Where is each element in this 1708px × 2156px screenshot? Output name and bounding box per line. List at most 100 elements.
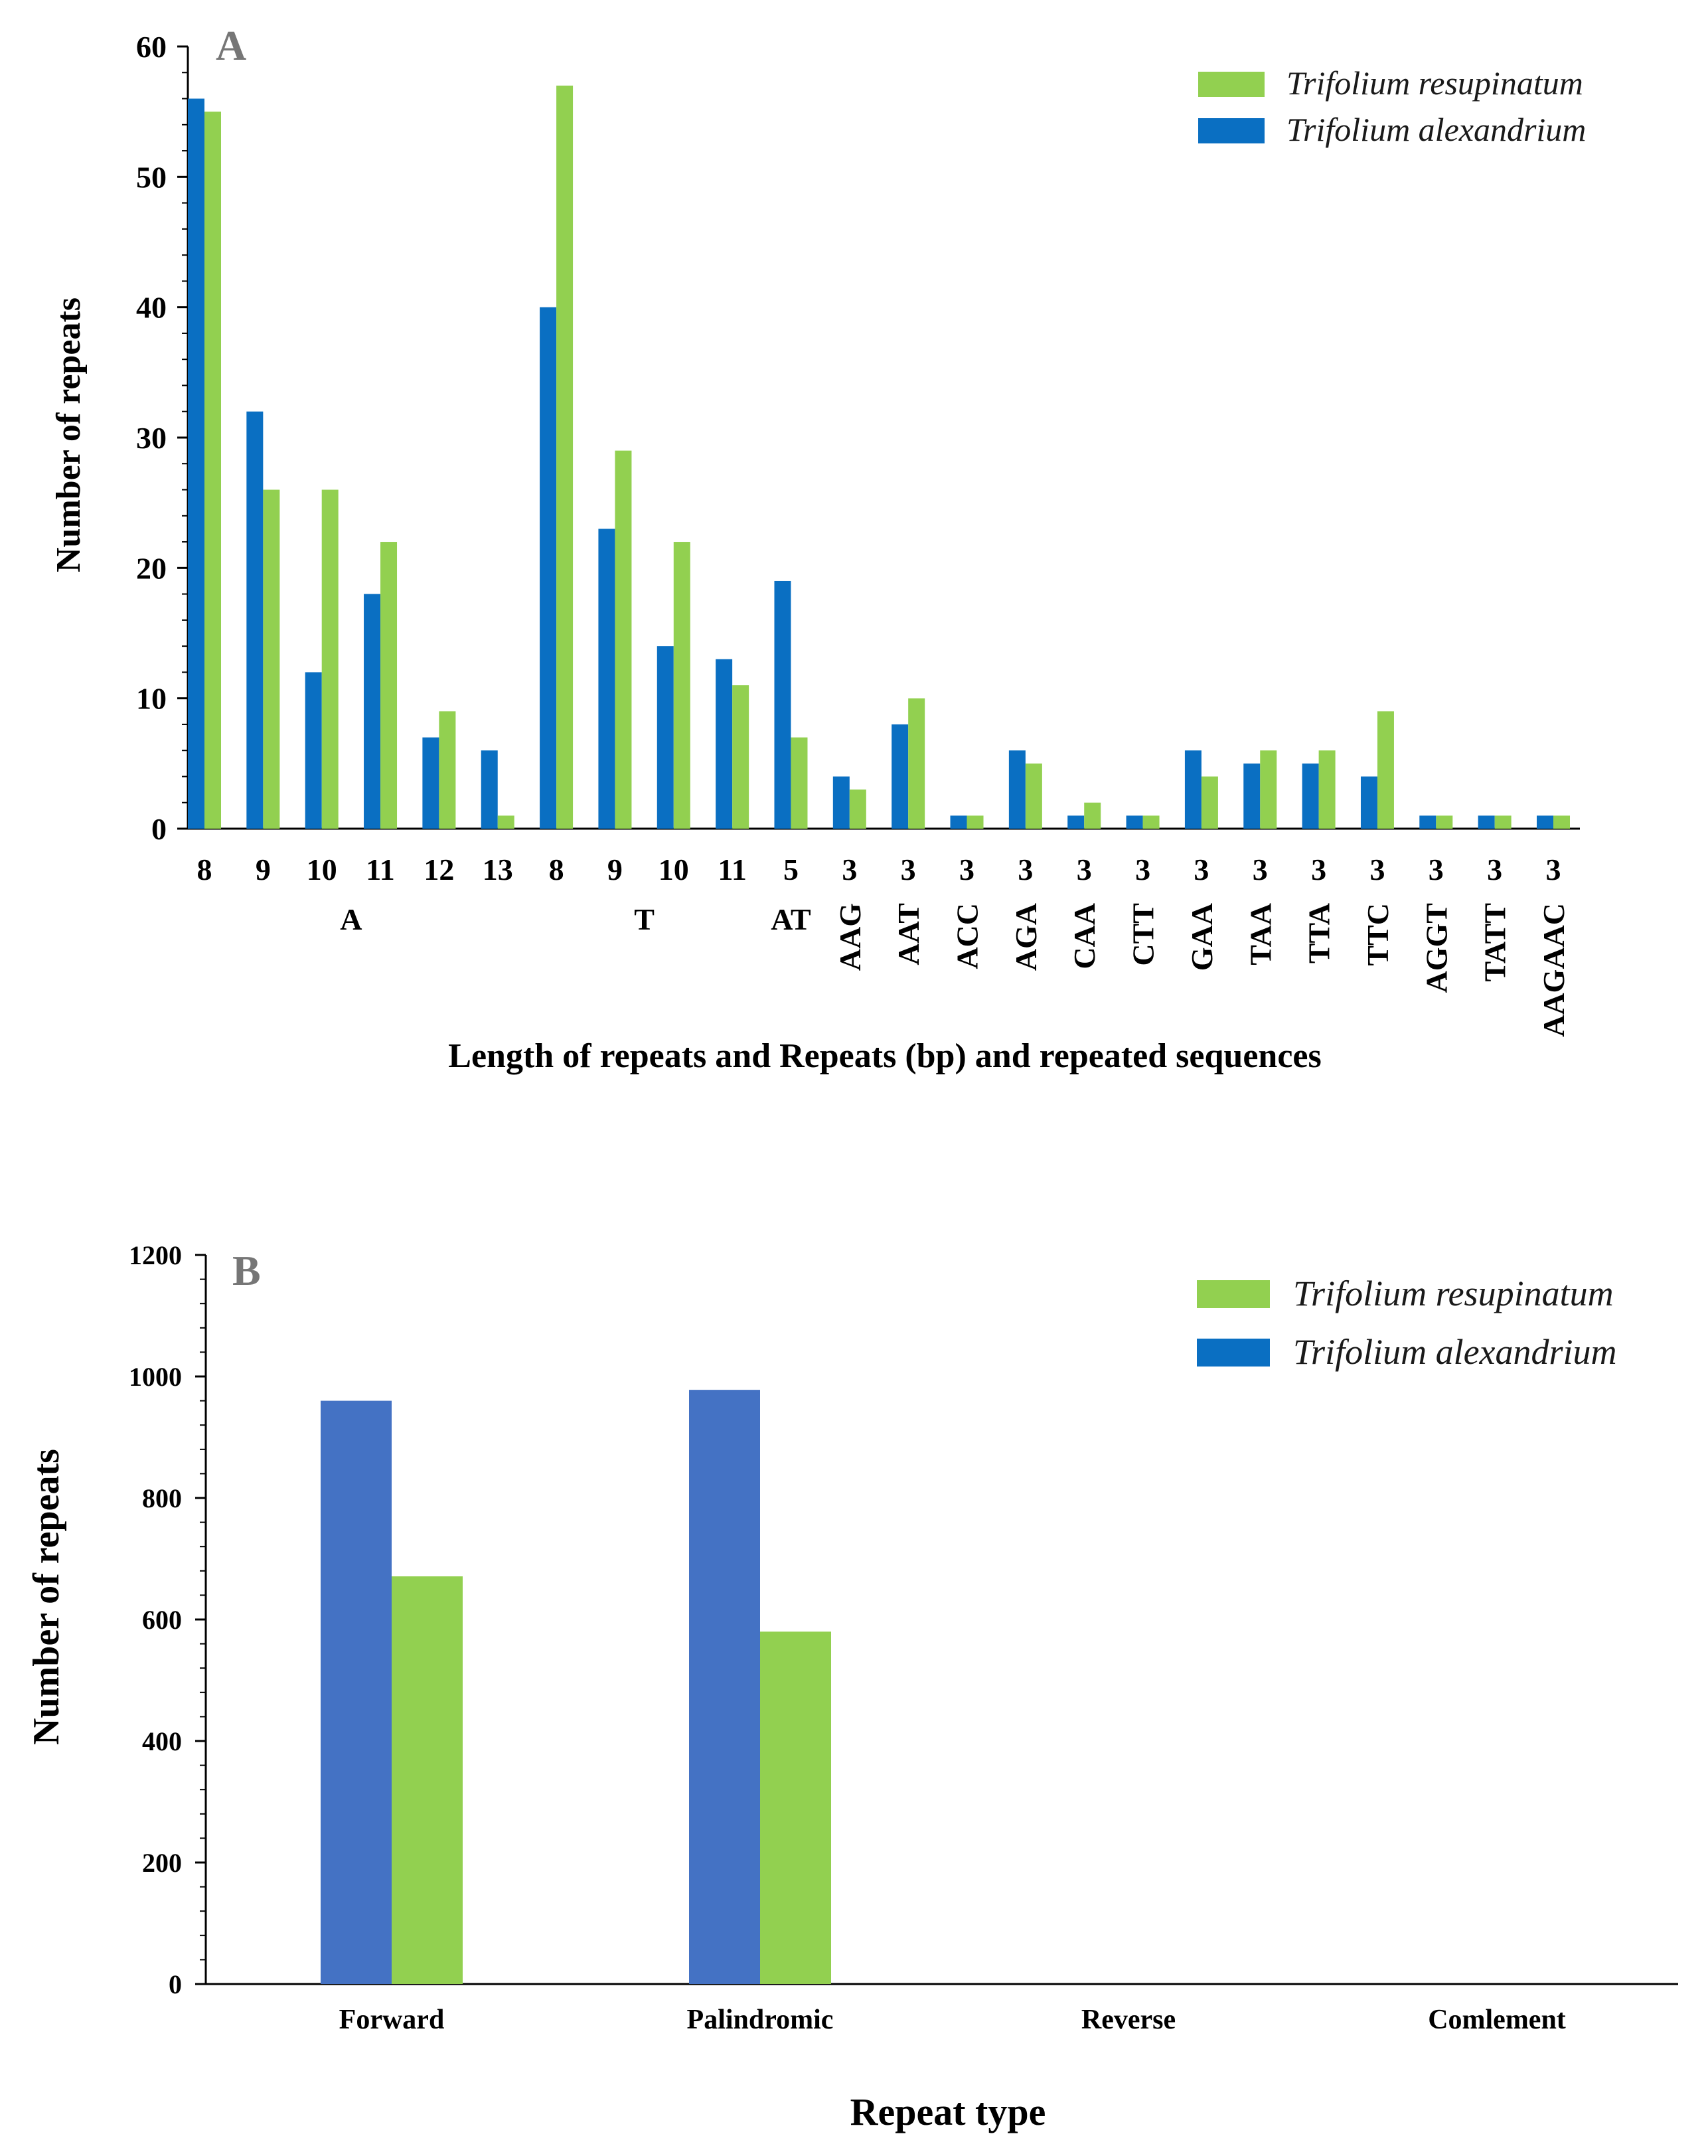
y-tick-label: 20 [136,551,167,585]
bar-alexandrium [892,724,909,829]
legend-label: Trifolium alexandrium [1286,111,1586,148]
x-tick-label: 11 [718,853,746,886]
y-tick-label: 200 [142,1848,182,1878]
bar-resupinatum [849,789,866,829]
panel-b-plot: 0 200 400 600 800 1000 1200 Forward Palindromic R… [129,1240,1678,2035]
legend-swatch [1198,72,1265,97]
bar-alexandrium [657,646,674,829]
legend-swatch [1197,1280,1270,1308]
bar-resupinatum [204,112,221,829]
y-tick-label: 60 [136,30,167,64]
bar-resupinatum [732,685,749,829]
x-tick-label: 11 [366,853,394,886]
motif-label: T [634,902,655,936]
bar-resupinatum [1377,711,1394,829]
motif-label: ACC [951,903,984,969]
x-tick-label: Comlement [1428,2005,1566,2035]
panel-a-plot: 0 10 20 30 40 50 60 8 9 10 11 12 13 8 9 10 11 5 3 3 3 3 3 3 3 3 3 3… [136,30,1586,1037]
bar-resupinatum [1201,776,1218,829]
bar-alexandrium [774,580,791,829]
x-tick-label: Forward [339,2005,445,2035]
y-tick-label: 50 [136,160,167,194]
bar-alexandrium [1302,763,1319,829]
bar-resupinatum [1260,750,1277,829]
y-tick-label: 1200 [129,1240,182,1270]
bar-resupinatum [1084,802,1101,829]
bar-resupinatum [908,698,925,829]
bar-alexandrium [1537,815,1553,829]
x-tick-label: 3 [1077,853,1092,886]
x-tick-label: 3 [959,853,974,886]
bar-alexandrium [188,98,204,829]
legend-label: Trifolium resupinatum [1286,64,1583,102]
bar-resupinatum [1553,815,1570,829]
y-tick-label: 0 [169,1969,182,1999]
bar-alexandrium [1126,815,1143,829]
x-tick-label: 12 [424,853,454,886]
x-tick-label: 5 [783,853,799,886]
panel-a-label: A [216,22,246,69]
bar-alexandrium [422,737,439,829]
x-tick-label: 3 [901,853,916,886]
bar-alexandrium [364,594,381,829]
legend-label: Trifolium alexandrium [1293,1332,1617,1372]
motif-label: AT [771,902,811,936]
bar-alexandrium [1184,750,1202,829]
motif-label: CTT [1126,903,1160,966]
bar-resupinatum [673,542,690,829]
panel-b-x-axis-title: Repeat type [850,2090,1046,2133]
x-tick-label: 3 [842,853,857,886]
x-tick-label: 9 [256,853,271,886]
bar-resupinatum [439,711,456,829]
panel-b-legend: Trifolium resupinatum Trifolium alexandri… [1197,1274,1617,1372]
bar-alexandrium [305,672,322,829]
x-tick-label: 13 [483,853,513,886]
x-tick-label: 9 [607,853,623,886]
motif-label: GAA [1185,903,1219,971]
bar-alexandrium [832,776,850,829]
bar-resupinatum [615,450,632,829]
legend-swatch [1197,1339,1270,1367]
y-tick-label: 40 [136,291,167,325]
motif-label: TAA [1243,903,1277,965]
bar-resupinatum [263,489,280,829]
panel-b-label: B [232,1247,261,1294]
legend-label: Trifolium resupinatum [1293,1274,1614,1313]
bar-alexandrium [540,307,557,829]
bar-alexandrium [1067,815,1085,829]
bar-alexandrium [321,1400,392,1984]
panel-b-y-axis-title: Number of repeats [26,1449,67,1745]
bar-alexandrium [716,659,733,829]
bar-alexandrium [1360,776,1377,829]
bar-resupinatum [1142,815,1160,829]
y-tick-label: 800 [142,1483,182,1513]
bar-alexandrium [1008,750,1026,829]
bar-alexandrium [950,815,967,829]
bar-resupinatum [1494,815,1512,829]
motif-label: A [340,902,362,936]
bar-alexandrium [1419,815,1436,829]
y-tick-label: 30 [136,421,167,455]
motif-label: TTA [1302,903,1336,963]
bar-resupinatum [497,815,514,829]
bar-resupinatum [556,85,574,829]
motif-label: TATT [1478,903,1512,981]
panel-a-x-axis-title: Length of repeats and Repeats (bp) and r… [448,1037,1321,1075]
bar-resupinatum [1436,815,1453,829]
x-tick-label: 3 [1253,853,1268,886]
x-tick-label: 3 [1429,853,1444,886]
bar-resupinatum [392,1576,463,1984]
panel-a-y-axis-title: Number of repeats [50,297,88,572]
x-tick-label: 3 [1018,853,1033,886]
x-tick-label: 10 [659,853,689,886]
y-tick-label: 10 [136,682,167,716]
y-tick-label: 1000 [129,1362,182,1392]
bar-resupinatum [791,737,808,829]
x-tick-label: 3 [1546,853,1561,886]
bar-resupinatum [321,489,339,829]
x-tick-label: 10 [307,853,337,886]
y-tick-label: 600 [142,1605,182,1635]
bar-alexandrium [1243,763,1261,829]
motif-label: CAA [1067,903,1101,969]
